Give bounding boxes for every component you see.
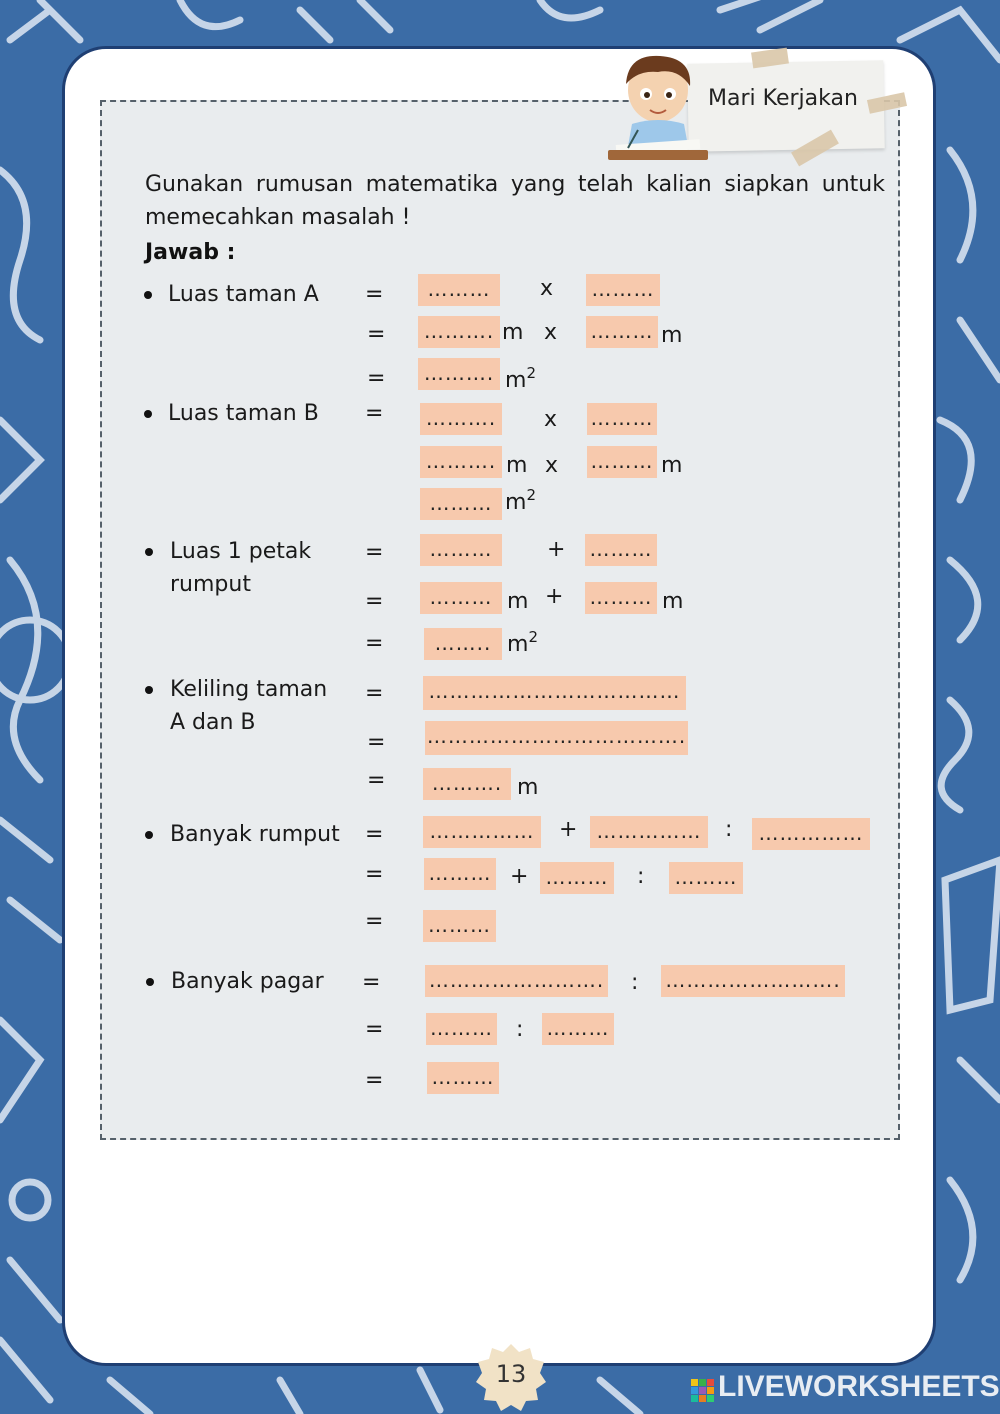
item-label-petak: Luas 1 petak — [170, 539, 312, 564]
divide-sign: : — [637, 864, 645, 889]
item-label-rumput: Banyak rumput — [170, 822, 340, 847]
answer-box[interactable]: ……… — [420, 488, 502, 520]
instruction-text: Gunakan rumusan matematika yang telah ka… — [145, 172, 885, 230]
plus-sign: + — [510, 864, 529, 889]
answer-box[interactable]: ……… — [585, 582, 657, 614]
answer-box[interactable]: ……… — [424, 858, 496, 890]
unit-m: m — [661, 323, 683, 348]
answer-box[interactable]: ……… — [587, 446, 657, 478]
answer-label: Jawab : — [145, 240, 236, 265]
equals-sign: = — [365, 909, 384, 934]
unit-m: m — [507, 589, 529, 614]
divide-sign: : — [631, 970, 639, 995]
answer-box[interactable]: ………. — [423, 768, 511, 800]
answer-box[interactable]: ……… — [423, 910, 496, 942]
header-tag: Mari Kerjakan — [708, 86, 858, 111]
equals-sign: = — [367, 322, 386, 347]
equals-sign: = — [365, 540, 384, 565]
answer-box[interactable]: ……… — [587, 403, 657, 435]
answer-box[interactable]: …………… — [752, 818, 870, 850]
equals-sign: = — [362, 970, 381, 995]
times-sign: x — [540, 276, 554, 301]
answer-box[interactable]: ……… — [420, 582, 502, 614]
answer-box[interactable]: ……………………. — [425, 965, 608, 997]
answer-box[interactable]: ……… — [585, 534, 657, 566]
equals-sign: = — [365, 401, 384, 426]
answer-box[interactable]: …………… — [590, 816, 708, 848]
item-label-keliling: Keliling taman — [170, 677, 328, 702]
answer-box[interactable]: …………… — [423, 816, 541, 848]
equals-sign: = — [365, 631, 384, 656]
times-sign: x — [544, 320, 558, 345]
equals-sign: = — [365, 1017, 384, 1042]
answer-box[interactable]: ………. — [420, 446, 502, 478]
answer-box[interactable]: ……… — [420, 534, 502, 566]
unit-m: m — [506, 453, 528, 478]
answer-box[interactable]: ………………………………. — [425, 721, 688, 755]
times-sign: x — [544, 407, 558, 432]
answer-box[interactable]: ……… — [586, 316, 658, 348]
answer-box[interactable]: ……… — [542, 1013, 614, 1045]
equals-sign: = — [367, 366, 386, 391]
answer-box[interactable]: ……… — [427, 1062, 499, 1094]
unit-m-squared: m2 — [507, 628, 538, 657]
answer-box[interactable]: ………. — [418, 358, 500, 390]
equals-sign: = — [365, 1068, 384, 1093]
answer-box[interactable]: ……… — [418, 274, 500, 306]
liveworksheets-logo-icon — [691, 1379, 714, 1402]
equals-sign: = — [365, 681, 384, 706]
answer-box[interactable]: ……………………………… — [423, 676, 686, 710]
answer-box[interactable]: ……… — [669, 862, 743, 894]
item-label-luas-b: Luas taman B — [168, 401, 319, 426]
bullet — [145, 831, 153, 839]
equals-sign: = — [365, 862, 384, 887]
unit-m: m — [502, 320, 524, 345]
unit-m: m — [662, 589, 684, 614]
item-label-petak: rumput — [170, 572, 251, 597]
bullet — [146, 978, 154, 986]
plus-sign: + — [547, 537, 566, 562]
equals-sign: = — [365, 822, 384, 847]
bullet — [145, 548, 153, 556]
bullet — [144, 291, 152, 299]
boy-writing-icon — [608, 55, 708, 160]
divide-sign: : — [725, 817, 733, 842]
answer-box[interactable]: …….. — [424, 628, 502, 660]
answer-box[interactable]: ………. — [420, 403, 502, 435]
answer-box[interactable]: ……… — [586, 274, 660, 306]
equals-sign: = — [367, 768, 386, 793]
answer-box[interactable]: ……… — [540, 862, 614, 894]
unit-m-squared: m2 — [505, 486, 536, 515]
unit-m-squared: m2 — [505, 364, 536, 393]
item-label-keliling: A dan B — [170, 710, 256, 735]
unit-m: m — [517, 775, 539, 800]
unit-m: m — [661, 453, 683, 478]
answer-box[interactable]: ……… — [426, 1013, 497, 1045]
equals-sign: = — [367, 730, 386, 755]
plus-sign: + — [559, 817, 578, 842]
divide-sign: : — [516, 1017, 524, 1042]
equals-sign: = — [365, 282, 384, 307]
bullet — [144, 410, 152, 418]
item-label-luas-a: Luas taman A — [168, 282, 319, 307]
equals-sign: = — [365, 589, 384, 614]
plus-sign: + — [545, 584, 564, 609]
times-sign: x — [545, 453, 559, 478]
brand-watermark[interactable]: LIVEWORKSHEETS — [718, 1370, 1000, 1403]
bullet — [145, 686, 153, 694]
page-number-badge — [476, 1344, 546, 1411]
answer-box[interactable]: ……………………. — [661, 965, 845, 997]
page-number: 13 — [495, 1360, 527, 1388]
item-label-pagar: Banyak pagar — [171, 969, 324, 994]
answer-box[interactable]: ………. — [418, 316, 500, 348]
